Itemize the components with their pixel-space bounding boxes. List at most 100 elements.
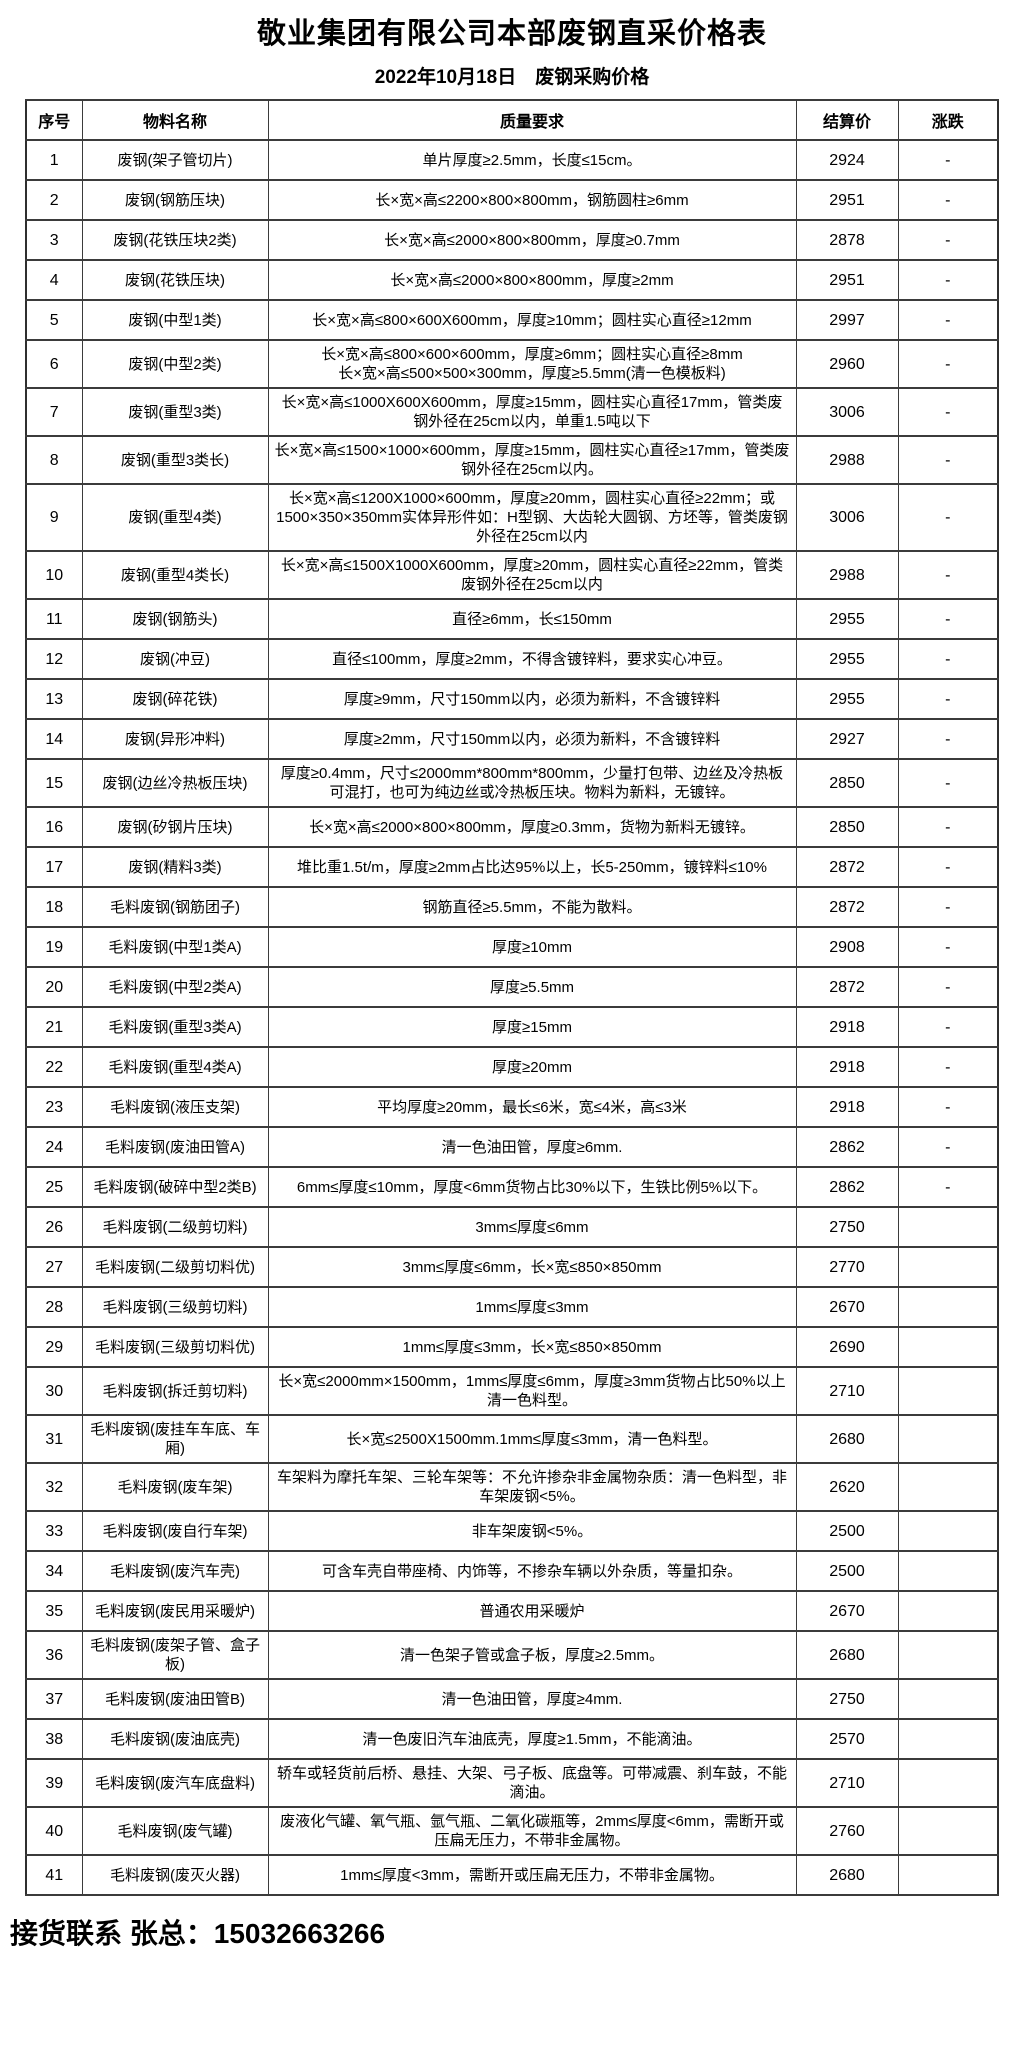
cell-price: 2951: [795, 179, 899, 221]
table-row: 16 废钢(矽钢片压块) 长×宽×高≤2000×800×800mm，厚度≥0.3mm…: [25, 806, 999, 848]
cell-name: 毛料废钢(废汽车壳): [81, 1550, 269, 1592]
cell-no: 30: [25, 1366, 83, 1416]
cell-no: 14: [25, 718, 83, 760]
table-row: 5 废钢(中型1类) 长×宽×高≤800×600X600mm，厚度≥10mm；圆柱实…: [25, 299, 999, 341]
cell-price: 2850: [795, 758, 899, 808]
cell-no: 3: [25, 219, 83, 261]
cell-change: -: [897, 758, 999, 808]
cell-req: 长×宽×高≤1500×1000×600mm，厚度≥15mm，圆柱实心直径≥17m…: [267, 435, 797, 485]
table-row: 38 毛料废钢(废油底壳) 清一色废旧汽车油底壳，厚度≥1.5mm，不能滴油。 257…: [25, 1718, 999, 1760]
cell-price: 2620: [795, 1462, 899, 1512]
table-row: 37 毛料废钢(废油田管B) 清一色油田管，厚度≥4mm. 2750: [25, 1678, 999, 1720]
column-header-req: 质量要求: [267, 99, 797, 141]
cell-name: 毛料废钢(废车架): [81, 1462, 269, 1512]
cell-req: 普通农用采暖炉: [267, 1590, 797, 1632]
cell-name: 毛料废钢(钢筋团子): [81, 886, 269, 928]
cell-change: -: [897, 387, 999, 437]
cell-req: 长×宽×高≤2200×800×800mm，钢筋圆柱≥6mm: [267, 179, 797, 221]
table-row: 32 毛料废钢(废车架) 车架料为摩托车架、三轮车架等：不允许掺杂非金属物杂质：清一…: [25, 1462, 999, 1512]
cell-name: 废钢(边丝冷热板压块): [81, 758, 269, 808]
cell-name: 毛料废钢(废自行车架): [81, 1510, 269, 1552]
cell-price: 2850: [795, 806, 899, 848]
cell-no: 11: [25, 598, 83, 640]
cell-no: 33: [25, 1510, 83, 1552]
cell-change: -: [897, 886, 999, 928]
cell-price: 3006: [795, 483, 899, 552]
table-row: 35 毛料废钢(废民用采暖炉) 普通农用采暖炉 2670: [25, 1590, 999, 1632]
cell-no: 22: [25, 1046, 83, 1088]
cell-change: -: [897, 219, 999, 261]
cell-name: 毛料废钢(废灭火器): [81, 1854, 269, 1896]
cell-req: 非车架废钢<5%。: [267, 1510, 797, 1552]
cell-price: 2710: [795, 1366, 899, 1416]
cell-change: -: [897, 259, 999, 301]
cell-req: 6mm≤厚度≤10mm，厚度<6mm货物占比30%以下，生铁比例5%以下。: [267, 1166, 797, 1208]
column-header-name: 物料名称: [81, 99, 269, 141]
column-header-no: 序号: [25, 99, 83, 141]
cell-name: 废钢(钢筋头): [81, 598, 269, 640]
cell-req: 长×宽×高≤1000X600X600mm，厚度≥15mm，圆柱实心直径17mm，…: [267, 387, 797, 437]
cell-name: 毛料废钢(中型1类A): [81, 926, 269, 968]
cell-req: 直径≥6mm，长≤150mm: [267, 598, 797, 640]
table-row: 30 毛料废钢(拆迁剪切料) 长×宽≤2000mm×1500mm，1mm≤厚度≤6m…: [25, 1366, 999, 1416]
cell-no: 5: [25, 299, 83, 341]
cell-name: 毛料废钢(二级剪切料优): [81, 1246, 269, 1288]
cell-no: 9: [25, 483, 83, 552]
cell-req: 1mm≤厚度≤3mm，长×宽≤850×850mm: [267, 1326, 797, 1368]
cell-change: [897, 1286, 999, 1328]
cell-name: 废钢(重型4类长): [81, 550, 269, 600]
cell-name: 废钢(花铁压块): [81, 259, 269, 301]
cell-req: 平均厚度≥20mm，最长≤6米，宽≤4米，高≤3米: [267, 1086, 797, 1128]
cell-change: [897, 1326, 999, 1368]
cell-req: 废液化气罐、氧气瓶、氩气瓶、二氧化碳瓶等，2mm≤厚度<6mm，需断开或压扁无压…: [267, 1806, 797, 1856]
cell-no: 36: [25, 1630, 83, 1680]
cell-no: 40: [25, 1806, 83, 1856]
cell-name: 毛料废钢(废油田管A): [81, 1126, 269, 1168]
cell-req: 清一色废旧汽车油底壳，厚度≥1.5mm，不能滴油。: [267, 1718, 797, 1760]
cell-no: 26: [25, 1206, 83, 1248]
table-header-row: 序号 物料名称 质量要求 结算价 涨跌: [25, 99, 999, 141]
cell-name: 毛料废钢(中型2类A): [81, 966, 269, 1008]
table-row: 19 毛料废钢(中型1类A) 厚度≥10mm 2908-: [25, 926, 999, 968]
cell-change: -: [897, 1006, 999, 1048]
cell-change: -: [897, 966, 999, 1008]
cell-req: 厚度≥5.5mm: [267, 966, 797, 1008]
table-row: 36 毛料废钢(废架子管、盒子板) 清一色架子管或盒子板，厚度≥2.5mm。 2680: [25, 1630, 999, 1680]
table-row: 21 毛料废钢(重型3类A) 厚度≥15mm 2918-: [25, 1006, 999, 1048]
cell-price: 2997: [795, 299, 899, 341]
cell-req: 可含车壳自带座椅、内饰等，不掺杂车辆以外杂质，等量扣杂。: [267, 1550, 797, 1592]
table-row: 20 毛料废钢(中型2类A) 厚度≥5.5mm 2872-: [25, 966, 999, 1008]
table-row: 4 废钢(花铁压块) 长×宽×高≤2000×800×800mm，厚度≥2mm 2951…: [25, 259, 999, 301]
cell-price: 2908: [795, 926, 899, 968]
table-body: 1 废钢(架子管切片) 单片厚度≥2.5mm，长度≤15cm。 2924-2 废钢(钢筋…: [25, 139, 999, 1896]
cell-price: 2670: [795, 1286, 899, 1328]
cell-change: [897, 1246, 999, 1288]
cell-price: 2924: [795, 139, 899, 181]
cell-no: 32: [25, 1462, 83, 1512]
cell-name: 毛料废钢(重型4类A): [81, 1046, 269, 1088]
table-row: 23 毛料废钢(液压支架) 平均厚度≥20mm，最长≤6米，宽≤4米，高≤3米 291…: [25, 1086, 999, 1128]
cell-name: 废钢(矽钢片压块): [81, 806, 269, 848]
table-row: 6 废钢(中型2类) 长×宽×高≤800×600×600mm，厚度≥6mm；圆柱实心…: [25, 339, 999, 389]
cell-name: 毛料废钢(废民用采暖炉): [81, 1590, 269, 1632]
cell-no: 20: [25, 966, 83, 1008]
cell-price: 2988: [795, 435, 899, 485]
cell-price: 2500: [795, 1510, 899, 1552]
cell-price: 2690: [795, 1326, 899, 1368]
table-row: 29 毛料废钢(三级剪切料优) 1mm≤厚度≤3mm，长×宽≤850×850mm 26…: [25, 1326, 999, 1368]
cell-no: 19: [25, 926, 83, 968]
cell-change: -: [897, 299, 999, 341]
table-row: 17 废钢(精料3类) 堆比重1.5t/m，厚度≥2mm占比达95%以上，长5-25…: [25, 846, 999, 888]
cell-req: 厚度≥9mm，尺寸150mm以内，必须为新料，不含镀锌料: [267, 678, 797, 720]
cell-change: -: [897, 846, 999, 888]
cell-price: 2500: [795, 1550, 899, 1592]
cell-no: 41: [25, 1854, 83, 1896]
cell-price: 2570: [795, 1718, 899, 1760]
cell-no: 17: [25, 846, 83, 888]
cell-no: 39: [25, 1758, 83, 1808]
cell-name: 废钢(花铁压块2类): [81, 219, 269, 261]
table-row: 33 毛料废钢(废自行车架) 非车架废钢<5%。 2500: [25, 1510, 999, 1552]
cell-req: 长×宽≤2000mm×1500mm，1mm≤厚度≤6mm，厚度≥3mm货物占比5…: [267, 1366, 797, 1416]
price-table: 序号 物料名称 质量要求 结算价 涨跌 1 废钢(架子管切片) 单片厚度≥2.5mm…: [25, 99, 999, 1896]
cell-price: 2862: [795, 1126, 899, 1168]
